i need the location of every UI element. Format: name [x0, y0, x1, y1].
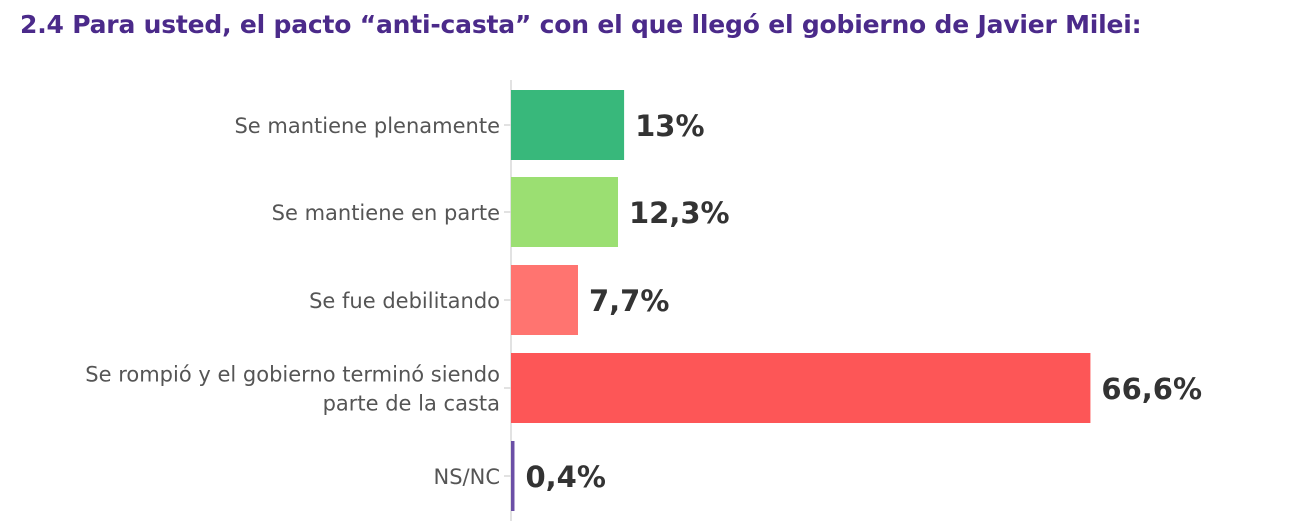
category-label-1: Se mantiene en parte — [272, 201, 500, 225]
bar-4 — [511, 441, 515, 511]
bar-2 — [511, 265, 578, 335]
category-label-4: NS/NC — [434, 465, 501, 489]
value-label-0: 13% — [635, 109, 704, 143]
category-label-line: Se mantiene en parte — [272, 201, 500, 225]
bar-1 — [511, 177, 619, 247]
value-label-2: 7,7% — [589, 284, 669, 318]
value-label-1: 12,3% — [629, 196, 730, 230]
category-label-3: Se rompió y el gobierno terminó siendo pa… — [85, 363, 500, 416]
bar-0 — [511, 90, 625, 160]
bar-3 — [511, 353, 1091, 423]
category-label-line: Se fue debilitando — [309, 289, 500, 313]
category-label-line: Se mantiene plenamente — [234, 114, 500, 138]
category-label-0: Se mantiene plenamente — [234, 114, 500, 138]
value-label-4: 0,4% — [525, 460, 605, 494]
chart-title: 2.4 Para usted, el pacto “anti-casta” co… — [20, 10, 1142, 39]
category-label-line: NS/NC — [434, 465, 501, 489]
category-label-line: Se rompió y el gobierno terminó siendo — [85, 363, 500, 387]
category-label-line: parte de la casta — [323, 392, 500, 416]
value-label-3: 66,6% — [1101, 372, 1202, 406]
category-label-2: Se fue debilitando — [309, 289, 500, 313]
